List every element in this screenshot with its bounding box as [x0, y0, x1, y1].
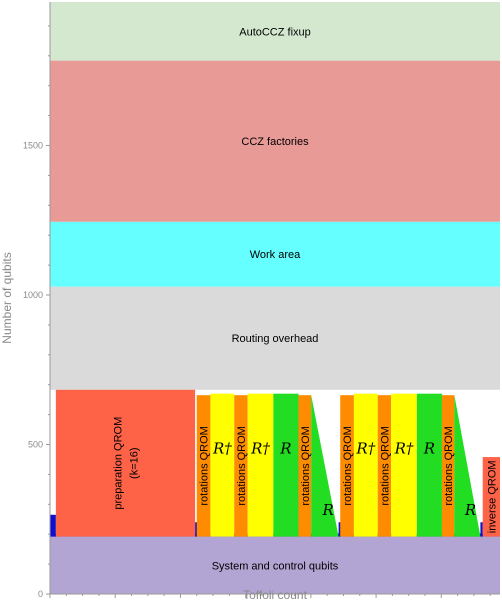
blue-step-0 — [50, 514, 56, 537]
y-tick-label: 500 — [28, 440, 43, 450]
segments-layer: preparation QROM (k=16) rotations QROM R† ro… — [50, 389, 500, 537]
segment-sublabel-prep: (k=16) — [128, 447, 140, 479]
segment-label-rot3: rotations QROM — [300, 426, 312, 505]
region-routing — [50, 286, 500, 390]
segment-label-rd3: R† — [355, 439, 375, 457]
segment-label-prep: preparation QROM — [112, 417, 124, 510]
segment-label-g2: R — [322, 501, 334, 519]
segment-rot6 — [441, 395, 455, 537]
segment-label-rd2: R† — [250, 439, 270, 457]
segment-label-group-rot1: rotations QROM — [199, 426, 211, 505]
blue-step-3 — [480, 522, 483, 537]
segment-rd3 — [353, 393, 378, 537]
y-tick-label: 0 — [38, 589, 43, 599]
segment-label-group-rot6: rotations QROM — [443, 426, 455, 505]
segment-rot2 — [234, 395, 248, 537]
region-system — [50, 536, 500, 594]
segment-label-g3: R — [423, 439, 435, 457]
region-label-ccz: CCZ factories — [241, 136, 309, 148]
region-label-routing: Routing overhead — [232, 333, 319, 345]
segment-inv — [482, 457, 500, 537]
segment-g2 — [311, 395, 339, 537]
segment-rd1 — [210, 393, 235, 537]
region-autoccz — [50, 2, 500, 61]
segment-label-rot6: rotations QROM — [443, 426, 455, 505]
region-ccz — [50, 60, 500, 222]
segment-label-rd4: R† — [394, 439, 414, 457]
region-label-work: Work area — [250, 249, 301, 261]
segment-label-rot1: rotations QROM — [199, 426, 211, 505]
segment-label-g4: R — [464, 501, 476, 519]
segment-label-rd1: R† — [212, 439, 232, 457]
segment-rot1 — [196, 395, 211, 537]
segment-label-g1: R — [279, 439, 291, 457]
segment-prep — [55, 389, 196, 537]
segment-rot3 — [298, 395, 312, 537]
segment-g4 — [454, 395, 481, 537]
segment-label-rot5: rotations QROM — [379, 426, 391, 505]
x-axis-label: Toffoli count — [243, 588, 307, 600]
segment-rot4 — [340, 395, 354, 537]
segment-label-group-rot4: rotations QROM — [342, 426, 354, 505]
segment-label-rot4: rotations QROM — [342, 426, 354, 505]
segment-label-group-prep: preparation QROM (k=16) — [112, 417, 140, 510]
segment-rot5 — [377, 395, 392, 537]
y-tick-label: 1500 — [23, 141, 43, 151]
segment-g3 — [416, 393, 442, 537]
segment-label-group-rot5: rotations QROM — [379, 426, 391, 505]
segment-label-group-inv: inverse QROM — [486, 460, 498, 533]
regions-layer: System and control qubits Routing overhea… — [50, 2, 500, 594]
region-work — [50, 221, 500, 287]
blue-step-2 — [338, 522, 341, 537]
segment-label-inv: inverse QROM — [486, 460, 498, 533]
y-axis-label: Number of qubits — [0, 252, 14, 343]
segment-rd2 — [247, 393, 274, 537]
segment-g1 — [273, 393, 299, 537]
segment-label-group-rot3: rotations QROM — [300, 426, 312, 505]
segment-label-rot2: rotations QROM — [236, 426, 248, 505]
segment-rd4 — [391, 393, 417, 537]
blue-step-1 — [195, 522, 198, 537]
y-tick-label: 1000 — [23, 290, 43, 300]
region-label-system: System and control qubits — [212, 560, 339, 572]
segment-label-group-rot2: rotations QROM — [236, 426, 248, 505]
region-label-autoccz: AutoCCZ fixup — [239, 26, 311, 38]
